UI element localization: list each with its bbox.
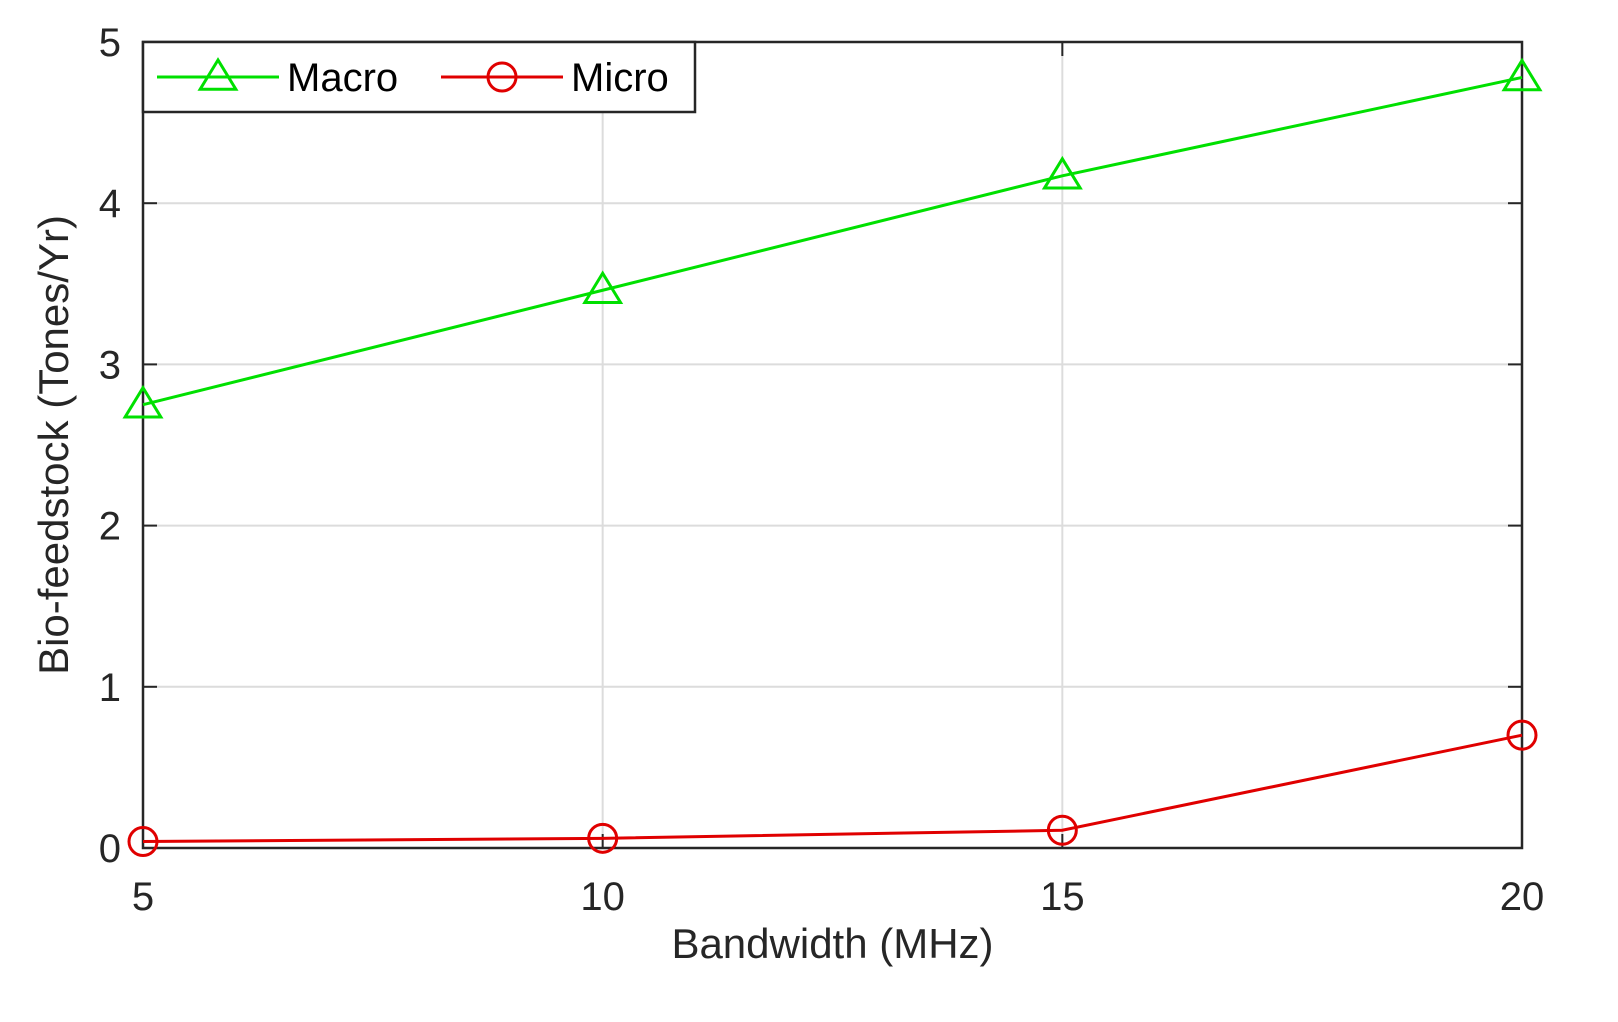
data-point-macro — [582, 270, 624, 304]
series-macro — [122, 57, 1543, 419]
x-tick-label: 15 — [1040, 875, 1085, 919]
data-point-micro — [127, 826, 159, 858]
series-line-micro — [142, 733, 1523, 844]
y-tick-label: 5 — [99, 21, 121, 65]
data-point-micro — [587, 822, 619, 854]
y-axis-title: Bio-feedstock (Tones/Yr) — [30, 215, 77, 675]
data-point-macro — [1501, 57, 1543, 92]
plot-area-frame — [141, 40, 1524, 850]
data-point-macro — [1041, 155, 1083, 190]
x-tick-label: 10 — [580, 875, 625, 919]
legend-item-micro: Micro — [441, 56, 669, 100]
y-tick-label: 2 — [99, 505, 121, 549]
y-axis-ticks: 0 1 2 3 4 5 — [99, 21, 1522, 871]
series-micro — [127, 719, 1538, 858]
legend-label: Micro — [571, 56, 669, 100]
y-tick-label: 3 — [99, 343, 121, 387]
legend-item-macro: Macro — [157, 56, 398, 100]
x-axis-ticks: 5 10 15 20 — [132, 42, 1544, 919]
y-tick-label: 0 — [99, 827, 121, 871]
y-tick-label: 4 — [99, 182, 121, 226]
series-line-macro — [142, 75, 1523, 407]
data-point-micro — [1506, 719, 1538, 751]
data-point-micro — [1046, 814, 1078, 846]
series-group — [122, 57, 1543, 858]
data-point-macro — [122, 384, 164, 419]
grid-lines — [142, 41, 1523, 849]
legend: Macro Micro — [141, 40, 697, 114]
legend-label: Macro — [287, 56, 398, 100]
x-tick-label: 20 — [1500, 875, 1545, 919]
x-tick-label: 5 — [132, 875, 154, 919]
y-tick-label: 1 — [99, 666, 121, 710]
x-axis-title: Bandwidth (MHz) — [671, 920, 993, 967]
legend-marker — [197, 57, 239, 91]
legend-marker — [486, 61, 518, 93]
